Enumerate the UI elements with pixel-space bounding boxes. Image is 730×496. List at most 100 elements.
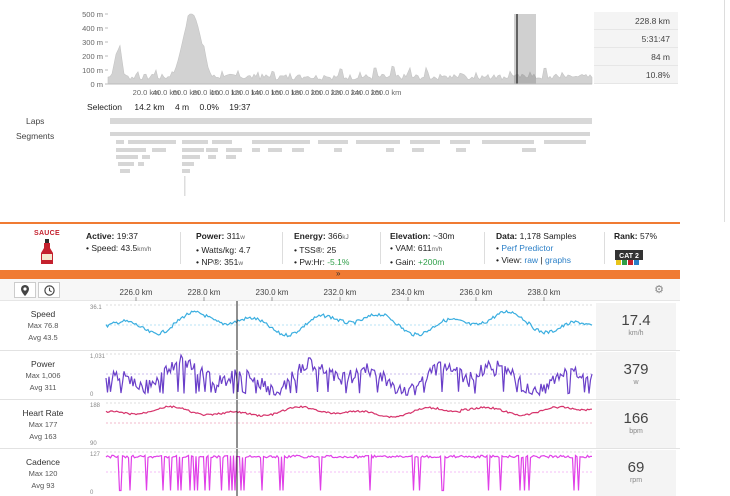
gear-icon[interactable]: ⚙	[654, 284, 664, 296]
graph-y-max-label: 188	[90, 403, 101, 409]
elevation-area	[107, 13, 593, 85]
elevation-stats: Elevation: ~30m • VAM: 611m/h • Gain: +2…	[390, 231, 455, 267]
selection-grade: 0.0%	[199, 102, 219, 112]
elev-label: Elevation:	[390, 231, 431, 241]
elev-value: ~30m	[433, 231, 455, 241]
hr-row-label: Heart Rate Max 177 Avg 163	[8, 407, 78, 443]
y-tick-label: 200 m	[82, 52, 103, 61]
segment-bar	[544, 140, 586, 144]
power-current-box: 379 w	[596, 352, 676, 400]
expand-chevron-icon: »	[336, 269, 341, 278]
sauce-expand-bar[interactable]: »	[0, 269, 680, 279]
selection-summary: Selection 14.2 km 4 m 0.0% 19:37	[87, 102, 259, 112]
segment-bar	[116, 140, 124, 144]
laps-bar	[110, 118, 592, 124]
segment-bar	[120, 169, 130, 173]
segment-bar	[212, 140, 232, 144]
vam-label: VAM:	[395, 243, 416, 253]
speed-row-title: Speed	[30, 309, 56, 319]
speed-row-max: Max 76.8	[27, 321, 59, 330]
row-separator	[0, 399, 680, 400]
sauce-brand-text: SAUCE	[33, 230, 60, 237]
hr-current-box: 166 bpm	[596, 401, 676, 449]
power-current-unit: w	[633, 379, 639, 386]
row-separator	[0, 350, 680, 351]
selection-time: 19:37	[229, 102, 251, 112]
x-tick-label: 40.0 km	[153, 88, 180, 97]
segment-bar	[386, 148, 394, 152]
cat-badge-icon[interactable]: CAT 2	[614, 244, 644, 266]
view-raw-link[interactable]: raw	[524, 255, 539, 265]
pwhr-label: Pw:Hr:	[299, 257, 325, 267]
active-stats: Active: 19:37 • Speed: 43.5km/h	[86, 231, 152, 253]
data-label: Data:	[496, 231, 518, 241]
cadence-current-unit: rpm	[629, 477, 643, 484]
speed-current-value: 17.4	[621, 312, 651, 329]
graph-x-tick-label: 232.0 km	[324, 288, 357, 297]
segment-bar	[412, 148, 424, 152]
sauce-stats-bar: SAUCE Active: 19:37 • Speed: 43.5km/h Po…	[0, 222, 680, 270]
segment-bar	[138, 162, 144, 166]
y-tick-label: 100 m	[82, 66, 103, 75]
energy-unit: kJ	[342, 234, 349, 241]
segment-bar	[118, 162, 134, 166]
map-pin-icon[interactable]	[14, 282, 36, 298]
stat-elevation: 84 m	[594, 48, 678, 66]
y-tick-label: 300 m	[82, 38, 103, 47]
segment-bar	[208, 155, 216, 159]
perf-predictor-link[interactable]: Perf Predictor	[501, 243, 554, 253]
data-stats: Data: 1,178 Samples • Perf Predictor • V…	[496, 231, 577, 265]
cadence-row-label: Cadence Max 120 Avg 93	[8, 456, 78, 492]
graph-x-tick-label: 238.0 km	[528, 288, 561, 297]
tss-value: 25	[326, 245, 337, 255]
power-current-value: 379	[623, 361, 649, 378]
series-line-heart-rate	[105, 405, 592, 419]
cadence-current-box: 69 rpm	[596, 450, 676, 496]
segment-bar	[182, 140, 208, 144]
view-separator: |	[540, 255, 543, 265]
cadence-row-max: Max 120	[28, 469, 58, 478]
segment-bar	[152, 148, 166, 152]
series-line-cadence	[105, 453, 593, 492]
sauce-logo[interactable]: SAUCE	[22, 230, 72, 267]
selection-band	[514, 14, 536, 84]
speed-row-avg: Avg 43.5	[28, 333, 58, 342]
segment-bar	[450, 140, 470, 144]
speed-current-unit: km/h	[628, 330, 644, 337]
wkg-label: Watts/kg:	[201, 245, 237, 255]
graph-y-min-label: 0	[90, 490, 94, 496]
hr-current-value: 166	[623, 410, 649, 427]
segment-bar	[252, 140, 310, 144]
vam-unit: m/h	[431, 246, 443, 253]
segment-bar	[206, 148, 218, 152]
series-line-power	[105, 353, 593, 397]
active-label: Active:	[86, 231, 115, 241]
x-tick-label: 120.0 km	[231, 88, 262, 97]
segment-bar	[184, 184, 186, 191]
rank-stats: Rank: 57% CAT 2	[614, 230, 657, 269]
x-tick-label: 260.0 km	[371, 88, 402, 97]
power-value: 311	[226, 231, 241, 241]
segment-bar	[184, 180, 186, 186]
selection-label: Selection	[87, 102, 122, 112]
segment-bar	[182, 148, 204, 152]
view-graphs-link[interactable]: graphs	[545, 255, 572, 265]
graph-y-max-label: 36.1	[90, 305, 102, 311]
segment-bar	[292, 148, 304, 152]
clock-icon[interactable]	[38, 282, 60, 298]
segment-bar	[252, 148, 260, 152]
y-tick-label: 0 m	[90, 80, 103, 89]
stream-graphs[interactable]: 226.0 km 228.0 km 230.0 km 232.0 km 234.0 km…	[0, 279, 680, 496]
elevation-chart[interactable]: 500 m 400 m 300 m 200 m 100 m 0 m 20.0 km40.0 …	[0, 0, 594, 222]
segment-bar	[116, 155, 138, 159]
power-row-avg: Avg 311	[29, 383, 57, 392]
x-tick-label: 80.0 km	[193, 88, 220, 97]
segment-bar	[410, 140, 440, 144]
power-unit: w	[240, 234, 245, 241]
selection-stats-panel: 228.8 km 5:31:47 84 m 10.8%	[594, 12, 678, 84]
x-tick-label: 180.0 km	[291, 88, 322, 97]
panel-border	[724, 0, 725, 222]
hr-current-unit: bpm	[629, 428, 643, 435]
view-label: View:	[501, 255, 522, 265]
segment-bar	[482, 140, 534, 144]
